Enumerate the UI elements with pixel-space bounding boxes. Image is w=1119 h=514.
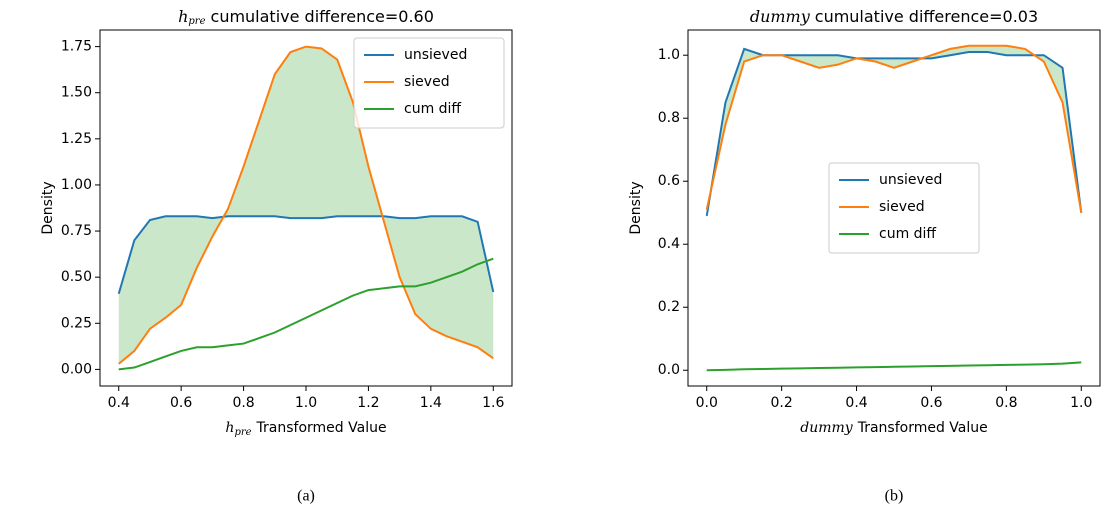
- math-subscript: pre: [234, 427, 251, 438]
- x-tick-label: 0.6: [920, 395, 942, 411]
- label-text: cumulative difference=0.60: [211, 7, 434, 26]
- legend-label: cum diff: [404, 101, 461, 117]
- math-symbol: dummy: [750, 7, 811, 26]
- x-tick-label: 0.8: [995, 395, 1017, 411]
- x-tick-label: 0.4: [108, 395, 130, 411]
- difference-fill: [118, 46, 494, 364]
- x-tick-label: 1.4: [420, 395, 442, 411]
- legend-label: sieved: [879, 199, 925, 215]
- y-tick-label: 1.75: [61, 39, 92, 55]
- label-text: Transformed Value: [256, 420, 387, 436]
- label-text: cumulative difference=0.03: [815, 7, 1038, 26]
- y-axis-label: Density: [628, 181, 644, 234]
- y-tick-label: 0.2: [658, 299, 680, 315]
- chart-title: dummy cumulative difference=0.03: [750, 7, 1038, 26]
- y-tick-label: 1.50: [61, 85, 92, 101]
- x-axis-label: hpre Transformed Value: [225, 420, 386, 438]
- y-tick-label: 0.25: [61, 315, 92, 331]
- series-line: [118, 257, 494, 371]
- subplot: 0.4 0.6 0.8 1.0 1.2 1.4 1.6 0.00 0.25 0.50 0.75 1.0…: [40, 7, 513, 505]
- x-tick-label: 0.4: [845, 395, 867, 411]
- axes-frame: [687, 29, 1101, 387]
- y-tick-label: 0.6: [658, 173, 680, 189]
- series-line: [118, 45, 494, 365]
- legend-label: unsieved: [879, 172, 942, 188]
- chart-title: hpre cumulative difference=0.60: [178, 7, 434, 27]
- legend-label: sieved: [404, 74, 450, 90]
- caption: (a): [297, 488, 315, 505]
- label-text: Transformed Value: [857, 420, 988, 436]
- math-symbol: h: [178, 7, 188, 26]
- series-line: [705, 44, 1083, 213]
- y-tick-label: 0.0: [658, 362, 680, 378]
- y-tick-label: 0.75: [61, 223, 92, 239]
- x-tick-label: 1.0: [295, 395, 317, 411]
- x-tick-label: 0.2: [771, 395, 793, 411]
- x-tick-label: 1.6: [482, 395, 504, 411]
- math-symbol: h: [225, 420, 234, 436]
- legend-box: [828, 162, 980, 254]
- y-tick-label: 1.00: [61, 177, 92, 193]
- y-tick-label: 0.8: [658, 110, 680, 126]
- x-tick-label: 0.6: [170, 395, 192, 411]
- math-symbol: dummy: [800, 420, 854, 436]
- series-line: [117, 215, 495, 295]
- y-tick-label: 0.50: [61, 269, 92, 285]
- y-tick-label: 1.0: [658, 47, 680, 63]
- caption: (b): [885, 488, 904, 505]
- x-tick-label: 0.0: [696, 395, 718, 411]
- y-tick-label: 0.4: [658, 236, 680, 252]
- x-tick-label: 1.2: [357, 395, 379, 411]
- legend-label: unsieved: [404, 47, 467, 63]
- subplot: 0.0 0.2 0.4 0.6 0.8 1.0 0.0 0.2 0.4 0.6 0.8 1.0 Dens…: [628, 7, 1101, 505]
- y-tick-label: 0.00: [61, 361, 92, 377]
- math-subscript: pre: [188, 16, 205, 27]
- x-axis-label: dummy Transformed Value: [800, 420, 988, 436]
- legend-box: [353, 37, 505, 129]
- series-line: [706, 361, 1082, 372]
- y-axis-label: Density: [40, 181, 56, 234]
- y-tick-label: 1.25: [61, 131, 92, 147]
- x-tick-label: 1.0: [1070, 395, 1092, 411]
- x-tick-label: 0.8: [232, 395, 254, 411]
- legend-label: cum diff: [879, 226, 936, 242]
